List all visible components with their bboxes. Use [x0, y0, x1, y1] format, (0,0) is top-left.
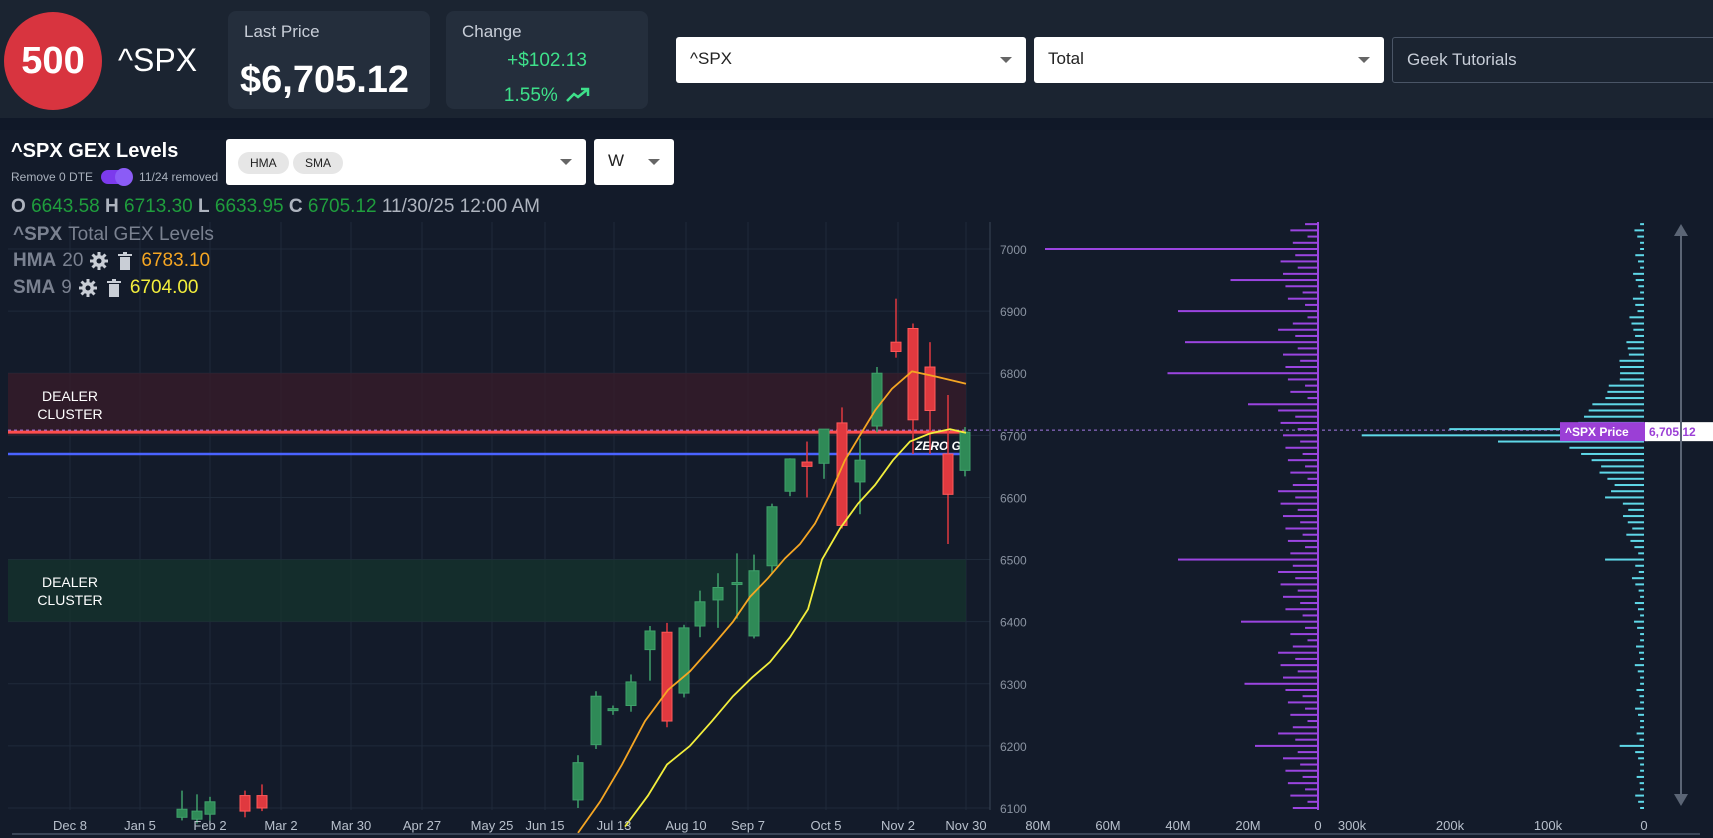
ohlc-close: 6705.12	[307, 196, 377, 217]
sma-value: 6704.00	[129, 277, 199, 298]
ohlc-high: 6713.30	[124, 196, 193, 217]
gear-icon[interactable]	[78, 278, 98, 298]
remove-0dte-row: Remove 0 DTE 11/24 removed	[11, 168, 219, 186]
sma-legend: SMA 9 6704.00	[13, 277, 199, 299]
chevron-down-icon	[648, 159, 660, 165]
symbol-select-value: ^SPX	[690, 49, 732, 68]
tutorials-search-input[interactable]: Geek Tutorials	[1392, 37, 1713, 83]
hma-value: 6783.10	[141, 250, 211, 271]
series-legend: ^SPX Total GEX Levels	[13, 224, 214, 246]
last-price-card: Last Price $6,705.12	[228, 11, 430, 109]
change-percent: 1.55%	[503, 85, 558, 106]
search-placeholder: Geek Tutorials	[1407, 50, 1517, 69]
chevron-down-icon	[560, 159, 572, 165]
ohlc-low: 6633.95	[214, 196, 284, 217]
ohlc-readout: O 6643.58 H 6713.30 L 6633.95 C 6705.12 …	[11, 196, 540, 218]
chevron-down-icon	[1358, 57, 1370, 63]
sma-period: 9	[61, 277, 72, 298]
indicator-chip[interactable]: SMA	[293, 152, 344, 174]
gex-type-select-value: Total	[1048, 49, 1084, 68]
panel-title: ^SPX GEX Levels	[11, 140, 179, 162]
hma-legend: HMA 20 6783.10	[13, 250, 210, 272]
indicator-chip[interactable]: HMA	[238, 152, 289, 174]
timeframe-select[interactable]: W	[594, 139, 674, 185]
trend-up-icon	[566, 87, 590, 102]
hma-label: HMA	[13, 250, 57, 271]
series-symbol: ^SPX	[13, 224, 63, 245]
ohlc-datetime: 11/30/25 12:00 AM	[381, 196, 540, 217]
last-price-label: Last Price	[244, 22, 320, 41]
change-label: Change	[462, 22, 522, 41]
change-amount: +$102.13	[507, 50, 587, 71]
removed-note: 11/24 removed	[139, 170, 219, 184]
symbol-select[interactable]: ^SPX	[676, 37, 1026, 83]
last-price-value: $6,705.12	[240, 59, 410, 101]
hma-period: 20	[62, 250, 84, 271]
timeframe-value: W	[608, 151, 625, 170]
gex-type-select[interactable]: Total	[1034, 37, 1384, 83]
indicator-select[interactable]: HMA SMA	[226, 139, 586, 185]
change-percent-row: 1.55%	[446, 85, 648, 107]
ohlc-open: 6643.58	[31, 196, 100, 217]
ohlc-l-label: L	[198, 196, 210, 217]
remove-0dte-label: Remove 0 DTE	[11, 170, 94, 184]
gex-panel	[0, 130, 1713, 838]
chevron-down-icon	[1000, 57, 1012, 63]
series-name: Total GEX Levels	[68, 224, 214, 245]
ohlc-o-label: O	[11, 196, 26, 217]
ohlc-c-label: C	[288, 196, 303, 217]
gear-icon[interactable]	[89, 251, 109, 271]
sma-label: SMA	[13, 277, 56, 298]
trash-icon[interactable]	[104, 278, 124, 298]
remove-0dte-toggle[interactable]	[101, 168, 134, 186]
ohlc-h-label: H	[105, 196, 119, 217]
change-card: Change +$102.13 1.55%	[446, 11, 648, 109]
brand-logo[interactable]: 500	[4, 12, 102, 110]
trash-icon[interactable]	[115, 251, 135, 271]
symbol-title: ^SPX	[118, 42, 198, 78]
